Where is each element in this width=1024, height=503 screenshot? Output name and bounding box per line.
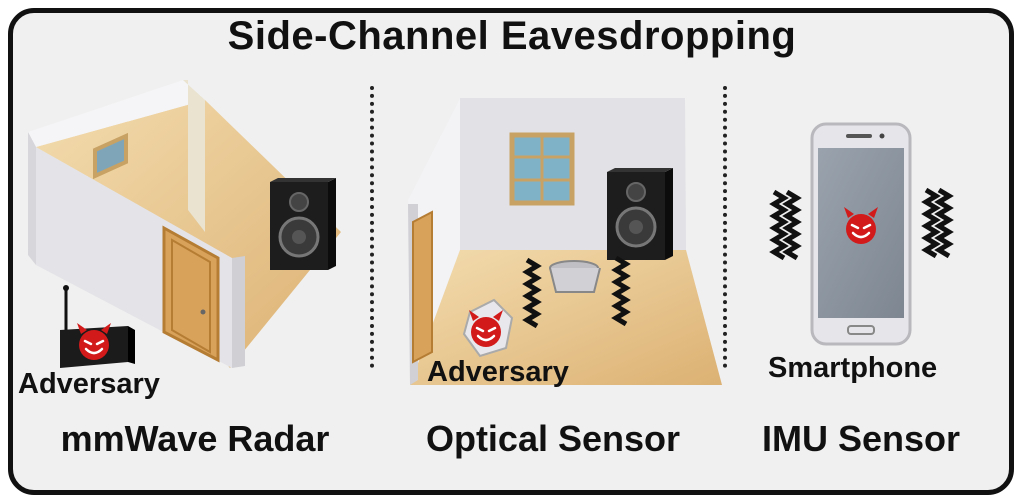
caption-imu-sensor: IMU Sensor	[761, 418, 961, 459]
vibration-left-icon	[774, 192, 797, 258]
radar-adversary-label: Adversary	[18, 368, 160, 400]
smartphone-illustration	[810, 122, 912, 346]
diagram-title: Side-Channel Eavesdropping	[227, 14, 797, 58]
optical-adversary-icon	[462, 298, 514, 358]
room-illustration-middle	[408, 98, 722, 385]
optical-adversary-label: Adversary	[427, 356, 569, 388]
smartphone-label: Smartphone	[768, 352, 938, 384]
caption-mmwave-radar: mmWave Radar	[60, 418, 330, 459]
radar-adversary-icon	[60, 285, 135, 368]
vibration-right-icon	[926, 190, 949, 256]
caption-optical-sensor: Optical Sensor	[425, 418, 681, 459]
room-illustration-left	[28, 80, 341, 368]
divider-right	[723, 86, 727, 368]
divider-left	[370, 86, 374, 368]
